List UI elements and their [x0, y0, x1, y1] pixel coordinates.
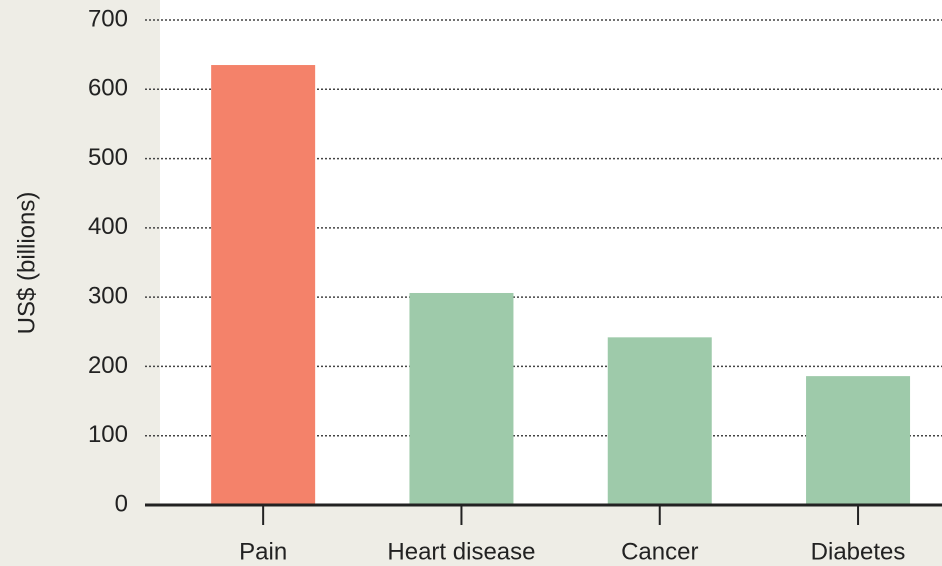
y-tick-label: 400: [88, 213, 128, 240]
y-tick-label: 500: [88, 144, 128, 171]
y-tick-label: 600: [88, 75, 128, 102]
bar: [409, 292, 514, 505]
bar: [806, 376, 911, 505]
x-tick-label: Pain: [239, 538, 287, 565]
x-tick-label: Heart disease: [387, 538, 535, 565]
y-axis-label: US$ (billions): [13, 192, 40, 335]
y-tick-label: 0: [115, 490, 128, 517]
y-tick-label: 300: [88, 282, 128, 309]
y-tick-label: 100: [88, 421, 128, 448]
bar: [211, 65, 316, 506]
x-tick-label: Cancer: [621, 538, 698, 565]
x-tick-label: Diabetes: [811, 538, 906, 565]
y-tick-label: 200: [88, 352, 128, 379]
y-tick-label: 700: [88, 5, 128, 32]
bar: [607, 337, 712, 505]
